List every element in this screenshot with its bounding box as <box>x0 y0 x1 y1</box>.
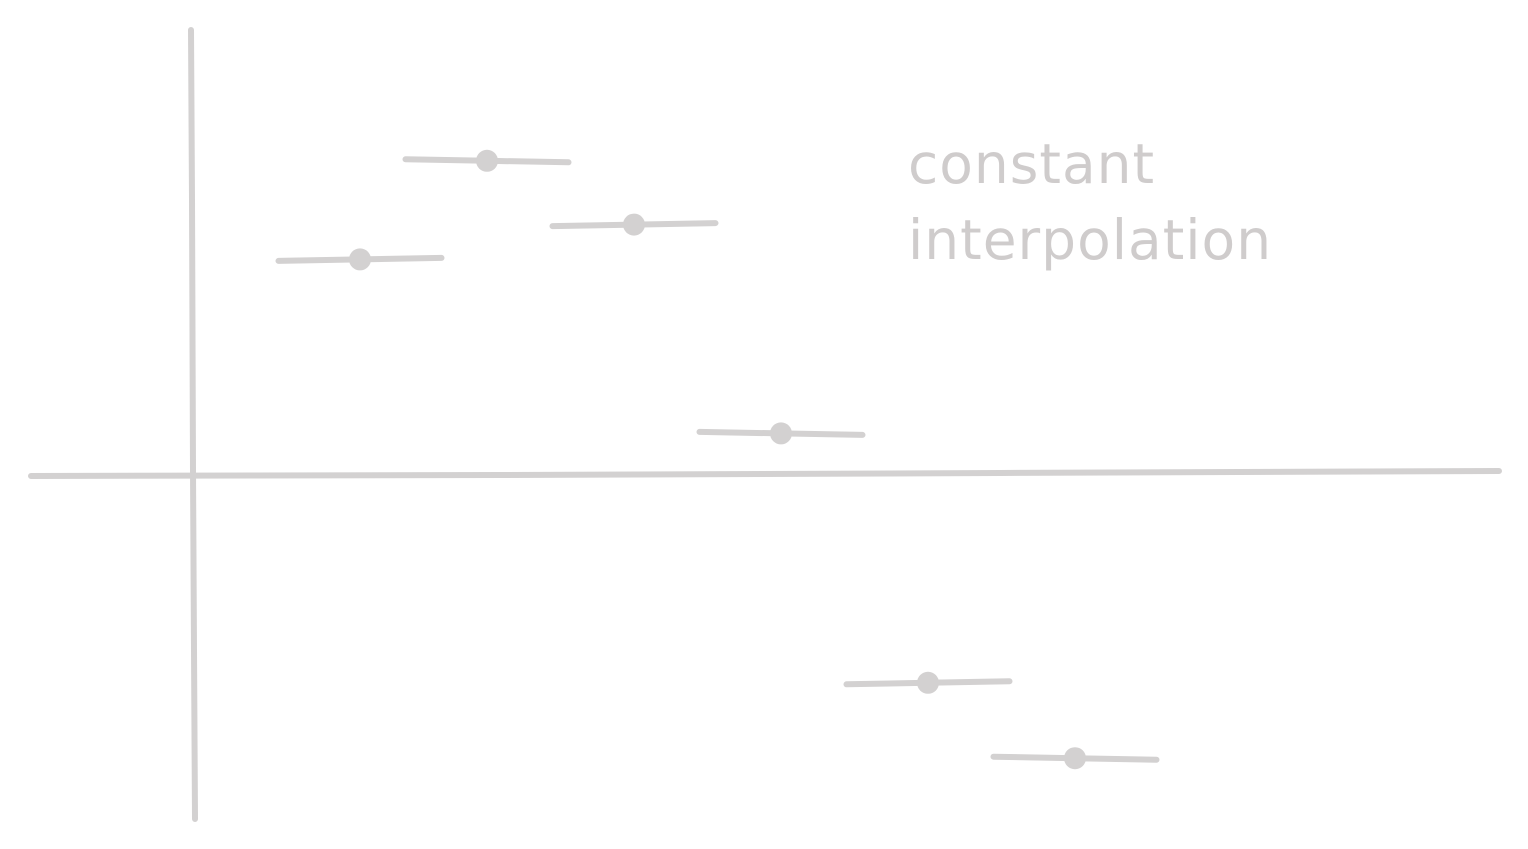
x-axis <box>28 468 1502 479</box>
data-point-2 <box>476 149 498 172</box>
data-point-5 <box>917 671 939 694</box>
annotation-label: constant interpolation <box>908 126 1272 278</box>
data-point-1 <box>349 248 371 271</box>
annotation-line-interpolation: interpolation <box>908 208 1273 272</box>
data-point-3 <box>623 213 645 236</box>
data-point-4 <box>770 422 792 445</box>
data-point-6 <box>1064 747 1086 770</box>
annotation-line-constant: constant <box>908 132 1156 196</box>
y-axis <box>188 27 198 822</box>
axes <box>28 27 1502 822</box>
data-marks <box>275 149 1160 770</box>
